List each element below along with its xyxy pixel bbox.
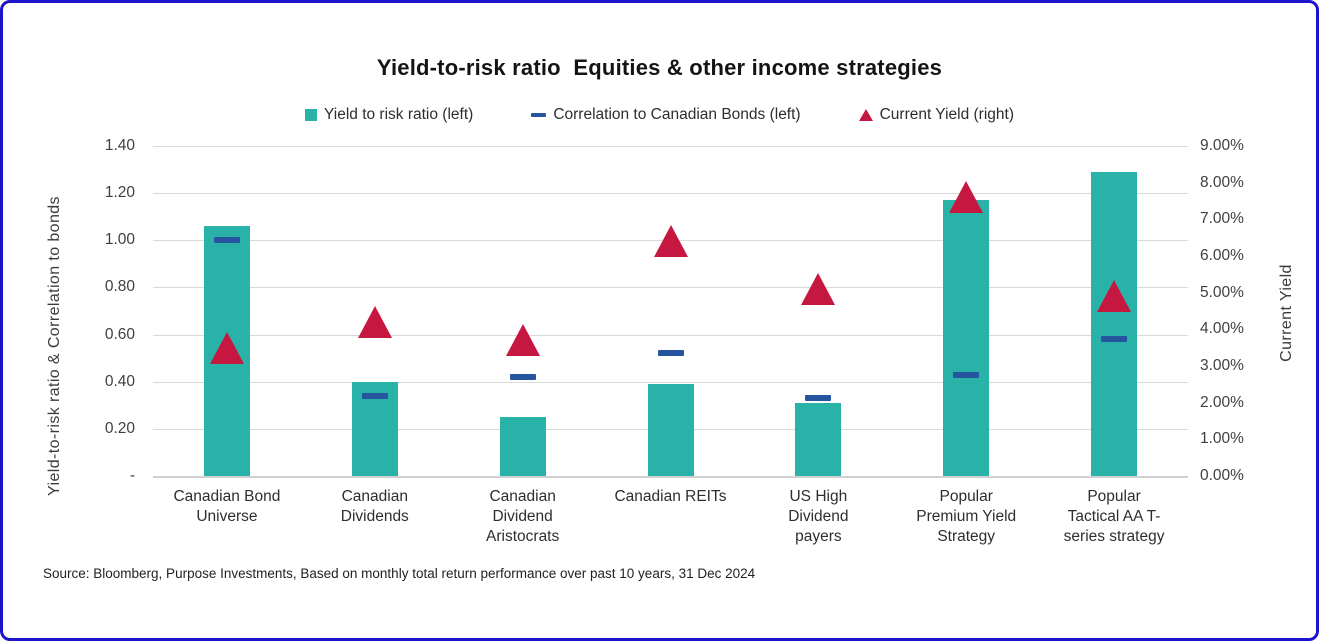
gridline — [153, 287, 1188, 289]
bar — [943, 200, 990, 476]
right-axis-tick: 0.00% — [1200, 467, 1244, 484]
gridline — [153, 193, 1188, 195]
category-label: US High Dividend payers — [788, 488, 849, 546]
right-axis-tick: 5.00% — [1200, 283, 1244, 301]
legend: Yield to risk ratio (left) Correlation t… — [3, 106, 1316, 124]
right-axis-tick: 7.00% — [1200, 210, 1244, 228]
current-yield-triangle-marker — [505, 324, 540, 357]
chart-title: Yield-to-risk ratio Equities & other inc… — [376, 55, 943, 80]
right-axis-tick: 8.00% — [1200, 173, 1244, 191]
correlation-dash-marker — [1101, 336, 1128, 343]
left-axis-tick: 0.40 — [104, 372, 135, 390]
left-axis-tick: 1.20 — [104, 184, 135, 202]
right-axis-tick: 9.00% — [1200, 137, 1244, 154]
correlation-dash-marker — [509, 374, 536, 380]
right-axis-tick: 2.00% — [1200, 393, 1244, 411]
right-axis-tick: 1.00% — [1200, 430, 1244, 448]
bar — [1091, 171, 1138, 476]
left-axis-tick: - — [129, 467, 135, 484]
legend-item-current-yield: Current Yield (right) — [858, 106, 1014, 124]
correlation-dash-marker — [805, 395, 832, 402]
bar — [499, 417, 546, 476]
current-yield-triangle-marker — [209, 331, 244, 364]
category-label: Canadian REITs — [614, 488, 727, 505]
right-axis-tick: 6.00% — [1200, 247, 1244, 264]
gridline — [153, 381, 1188, 383]
right-axis-tick: 3.00% — [1200, 357, 1244, 374]
current-yield-triangle-marker — [949, 181, 984, 214]
left-axis-tick: 0.80 — [104, 278, 135, 296]
legend-label: Correlation to Canadian Bonds (left) — [553, 106, 801, 123]
dash-legend-marker-icon — [531, 113, 547, 117]
bar-legend-swatch-icon — [305, 109, 317, 121]
category-label: Popular Tactical AA T- series strategy — [1063, 488, 1165, 546]
left-axis-title: Yield-to-risk ratio & Correlation to bon… — [46, 196, 63, 496]
correlation-dash-marker — [361, 392, 388, 399]
left-axis-tick: 1.00 — [104, 231, 135, 249]
correlation-dash-marker — [953, 371, 980, 378]
current-yield-triangle-marker — [357, 306, 392, 338]
category-label: Popular Premium Yield Strategy — [916, 488, 1017, 546]
legend-item-yield-to-risk: Yield to risk ratio (left) — [305, 106, 473, 124]
legend-item-correlation: Correlation to Canadian Bonds (left) — [531, 106, 801, 124]
plot-area — [153, 146, 1188, 478]
current-yield-triangle-marker — [653, 225, 688, 258]
bar — [795, 402, 842, 476]
right-axis-tick: 4.00% — [1200, 320, 1244, 338]
legend-label: Current Yield (right) — [879, 106, 1014, 123]
category-label: Canadian Dividends — [340, 488, 409, 526]
gridline — [153, 146, 1188, 147]
x-axis-line — [153, 476, 1188, 478]
left-axis-tick: 0.20 — [104, 419, 135, 437]
gridline — [153, 334, 1188, 336]
correlation-dash-marker — [657, 350, 684, 357]
correlation-dash-marker — [213, 237, 240, 244]
triangle-legend-marker-icon — [858, 109, 873, 121]
legend-label: Yield to risk ratio (left) — [324, 106, 474, 123]
right-axis-title: Current Yield — [1278, 264, 1295, 362]
left-axis-tick: 1.40 — [104, 137, 135, 154]
current-yield-triangle-marker — [801, 273, 836, 305]
bar — [647, 384, 694, 476]
left-axis-tick: 0.60 — [104, 325, 135, 343]
current-yield-triangle-marker — [1097, 280, 1132, 313]
source-note: Source: Bloomberg, Purpose Investments, … — [43, 566, 756, 581]
category-label: Canadian Dividend Aristocrats — [486, 488, 560, 546]
category-label: Canadian Bond Universe — [173, 488, 281, 526]
